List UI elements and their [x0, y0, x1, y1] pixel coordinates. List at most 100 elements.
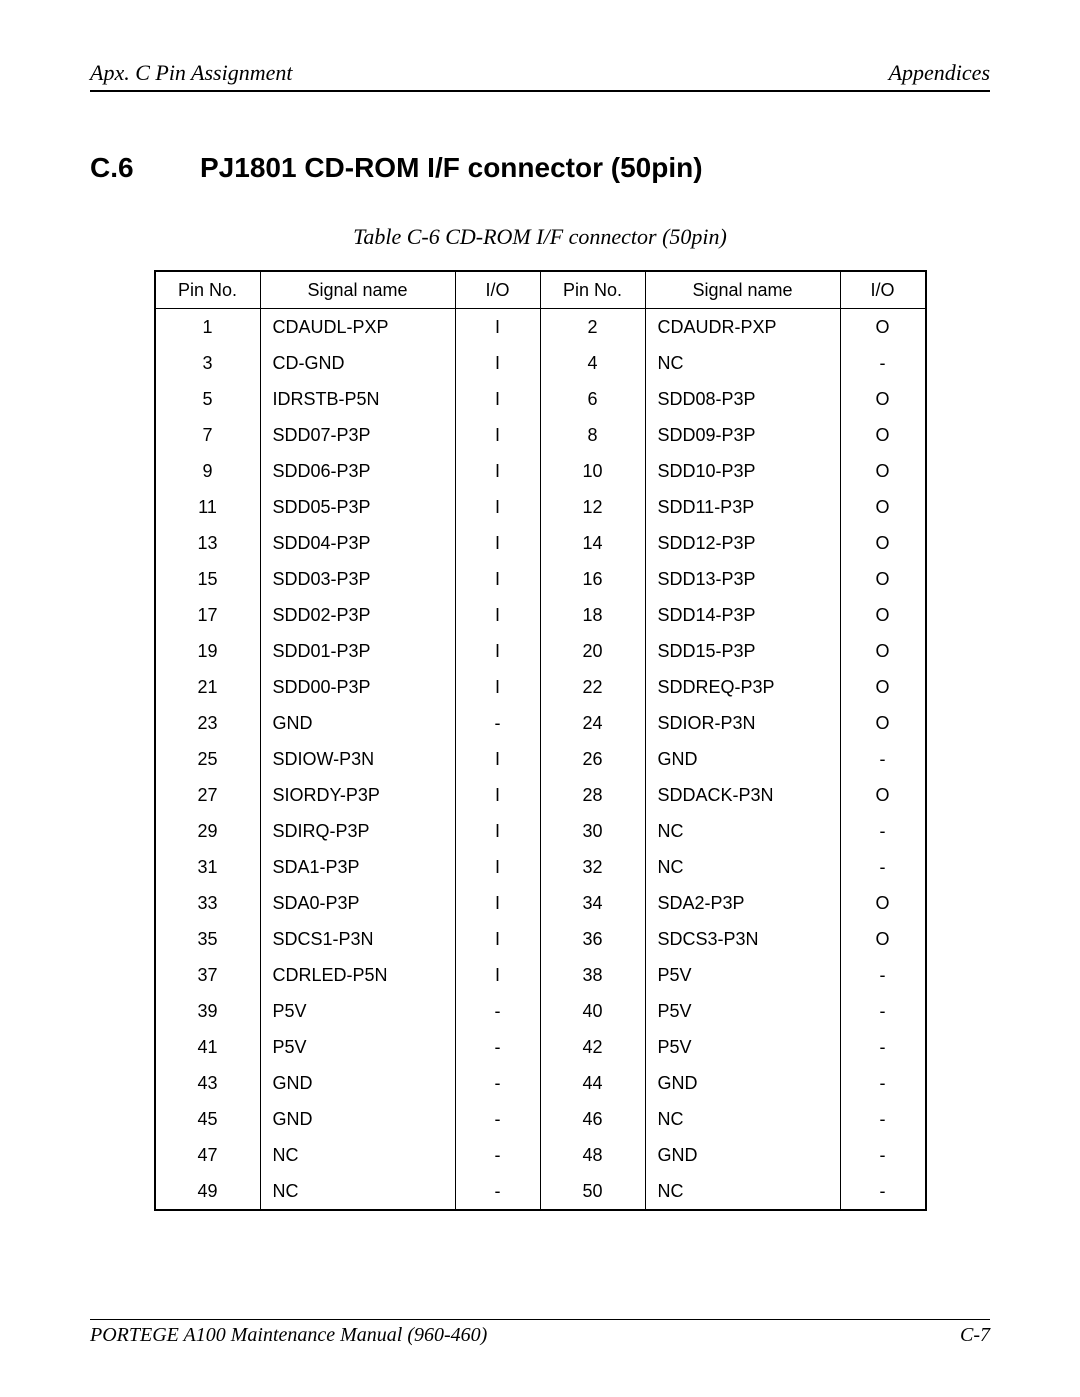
table-cell: 26: [540, 741, 645, 777]
table-cell: 46: [540, 1101, 645, 1137]
table-cell: NC: [645, 1173, 840, 1210]
table-cell: P5V: [260, 993, 455, 1029]
table-cell: I: [455, 489, 540, 525]
footer-right: C-7: [960, 1324, 990, 1347]
table-cell: SDD05-P3P: [260, 489, 455, 525]
table-cell: 29: [155, 813, 261, 849]
table-cell: 22: [540, 669, 645, 705]
table-cell: 2: [540, 309, 645, 346]
table-cell: SDD15-P3P: [645, 633, 840, 669]
table-cell: -: [455, 1173, 540, 1210]
table-cell: SIORDY-P3P: [260, 777, 455, 813]
table-cell: SDD02-P3P: [260, 597, 455, 633]
running-header: Apx. C Pin Assignment Appendices: [90, 60, 990, 92]
table-cell: NC: [260, 1173, 455, 1210]
table-cell: I: [455, 669, 540, 705]
table-caption: Table C-6 CD-ROM I/F connector (50pin): [90, 224, 990, 250]
table-cell: I: [455, 381, 540, 417]
table-cell: SDIOR-P3N: [645, 705, 840, 741]
table-cell: 42: [540, 1029, 645, 1065]
table-cell: NC: [260, 1137, 455, 1173]
table-cell: 33: [155, 885, 261, 921]
table-cell: 28: [540, 777, 645, 813]
table-cell: NC: [645, 1101, 840, 1137]
table-cell: 50: [540, 1173, 645, 1210]
table-cell: -: [840, 813, 926, 849]
table-cell: CD-GND: [260, 345, 455, 381]
table-cell: -: [455, 1065, 540, 1101]
table-cell: 35: [155, 921, 261, 957]
table-row: 35SDCS1-P3NI36SDCS3-P3NO: [155, 921, 926, 957]
table-cell: CDRLED-P5N: [260, 957, 455, 993]
table-cell: O: [840, 525, 926, 561]
table-row: 33SDA0-P3PI34SDA2-P3PO: [155, 885, 926, 921]
table-cell: I: [455, 417, 540, 453]
table-cell: O: [840, 453, 926, 489]
table-cell: SDA2-P3P: [645, 885, 840, 921]
table-cell: CDAUDL-PXP: [260, 309, 455, 346]
table-cell: 23: [155, 705, 261, 741]
table-cell: 34: [540, 885, 645, 921]
table-cell: SDD03-P3P: [260, 561, 455, 597]
table-cell: -: [455, 1137, 540, 1173]
table-cell: SDD12-P3P: [645, 525, 840, 561]
table-cell: 30: [540, 813, 645, 849]
table-cell: -: [455, 1101, 540, 1137]
table-cell: NC: [645, 849, 840, 885]
table-cell: I: [455, 561, 540, 597]
table-row: 5IDRSTB-P5NI6SDD08-P3PO: [155, 381, 926, 417]
table-cell: I: [455, 921, 540, 957]
table-cell: NC: [645, 345, 840, 381]
table-cell: P5V: [645, 993, 840, 1029]
table-cell: I: [455, 849, 540, 885]
table-cell: 6: [540, 381, 645, 417]
table-cell: 45: [155, 1101, 261, 1137]
table-cell: SDIRQ-P3P: [260, 813, 455, 849]
table-cell: 5: [155, 381, 261, 417]
table-cell: I: [455, 741, 540, 777]
table-row: 23GND-24SDIOR-P3NO: [155, 705, 926, 741]
table-cell: 12: [540, 489, 645, 525]
table-cell: -: [840, 1173, 926, 1210]
table-cell: SDCS1-P3N: [260, 921, 455, 957]
col-header: I/O: [840, 271, 926, 309]
table-cell: 31: [155, 849, 261, 885]
table-cell: -: [840, 741, 926, 777]
table-cell: NC: [645, 813, 840, 849]
table-cell: P5V: [645, 1029, 840, 1065]
table-row: 13SDD04-P3PI14SDD12-P3PO: [155, 525, 926, 561]
table-cell: P5V: [645, 957, 840, 993]
table-row: 39P5V-40P5V-: [155, 993, 926, 1029]
table-cell: SDDREQ-P3P: [645, 669, 840, 705]
table-cell: -: [840, 1065, 926, 1101]
table-cell: 20: [540, 633, 645, 669]
table-cell: I: [455, 777, 540, 813]
table-cell: 32: [540, 849, 645, 885]
footer-left: PORTEGE A100 Maintenance Manual (960-460…: [90, 1324, 487, 1347]
table-row: 11SDD05-P3PI12SDD11-P3PO: [155, 489, 926, 525]
table-row: 37CDRLED-P5NI38P5V-: [155, 957, 926, 993]
table-cell: 25: [155, 741, 261, 777]
table-cell: 15: [155, 561, 261, 597]
header-right: Appendices: [889, 60, 990, 86]
table-cell: I: [455, 633, 540, 669]
page: Apx. C Pin Assignment Appendices C.6PJ18…: [0, 0, 1080, 1397]
table-cell: GND: [260, 705, 455, 741]
table-cell: -: [840, 1029, 926, 1065]
table-cell: O: [840, 597, 926, 633]
table-cell: 49: [155, 1173, 261, 1210]
table-cell: 4: [540, 345, 645, 381]
table-cell: 14: [540, 525, 645, 561]
table-cell: SDA1-P3P: [260, 849, 455, 885]
col-header: Pin No.: [540, 271, 645, 309]
table-row: 25SDIOW-P3NI26GND-: [155, 741, 926, 777]
table-cell: 7: [155, 417, 261, 453]
table-row: 19SDD01-P3PI20SDD15-P3PO: [155, 633, 926, 669]
table-cell: O: [840, 561, 926, 597]
table-cell: SDA0-P3P: [260, 885, 455, 921]
table-cell: SDIOW-P3N: [260, 741, 455, 777]
table-cell: 40: [540, 993, 645, 1029]
table-cell: SDCS3-P3N: [645, 921, 840, 957]
table-cell: I: [455, 345, 540, 381]
col-header: Pin No.: [155, 271, 261, 309]
